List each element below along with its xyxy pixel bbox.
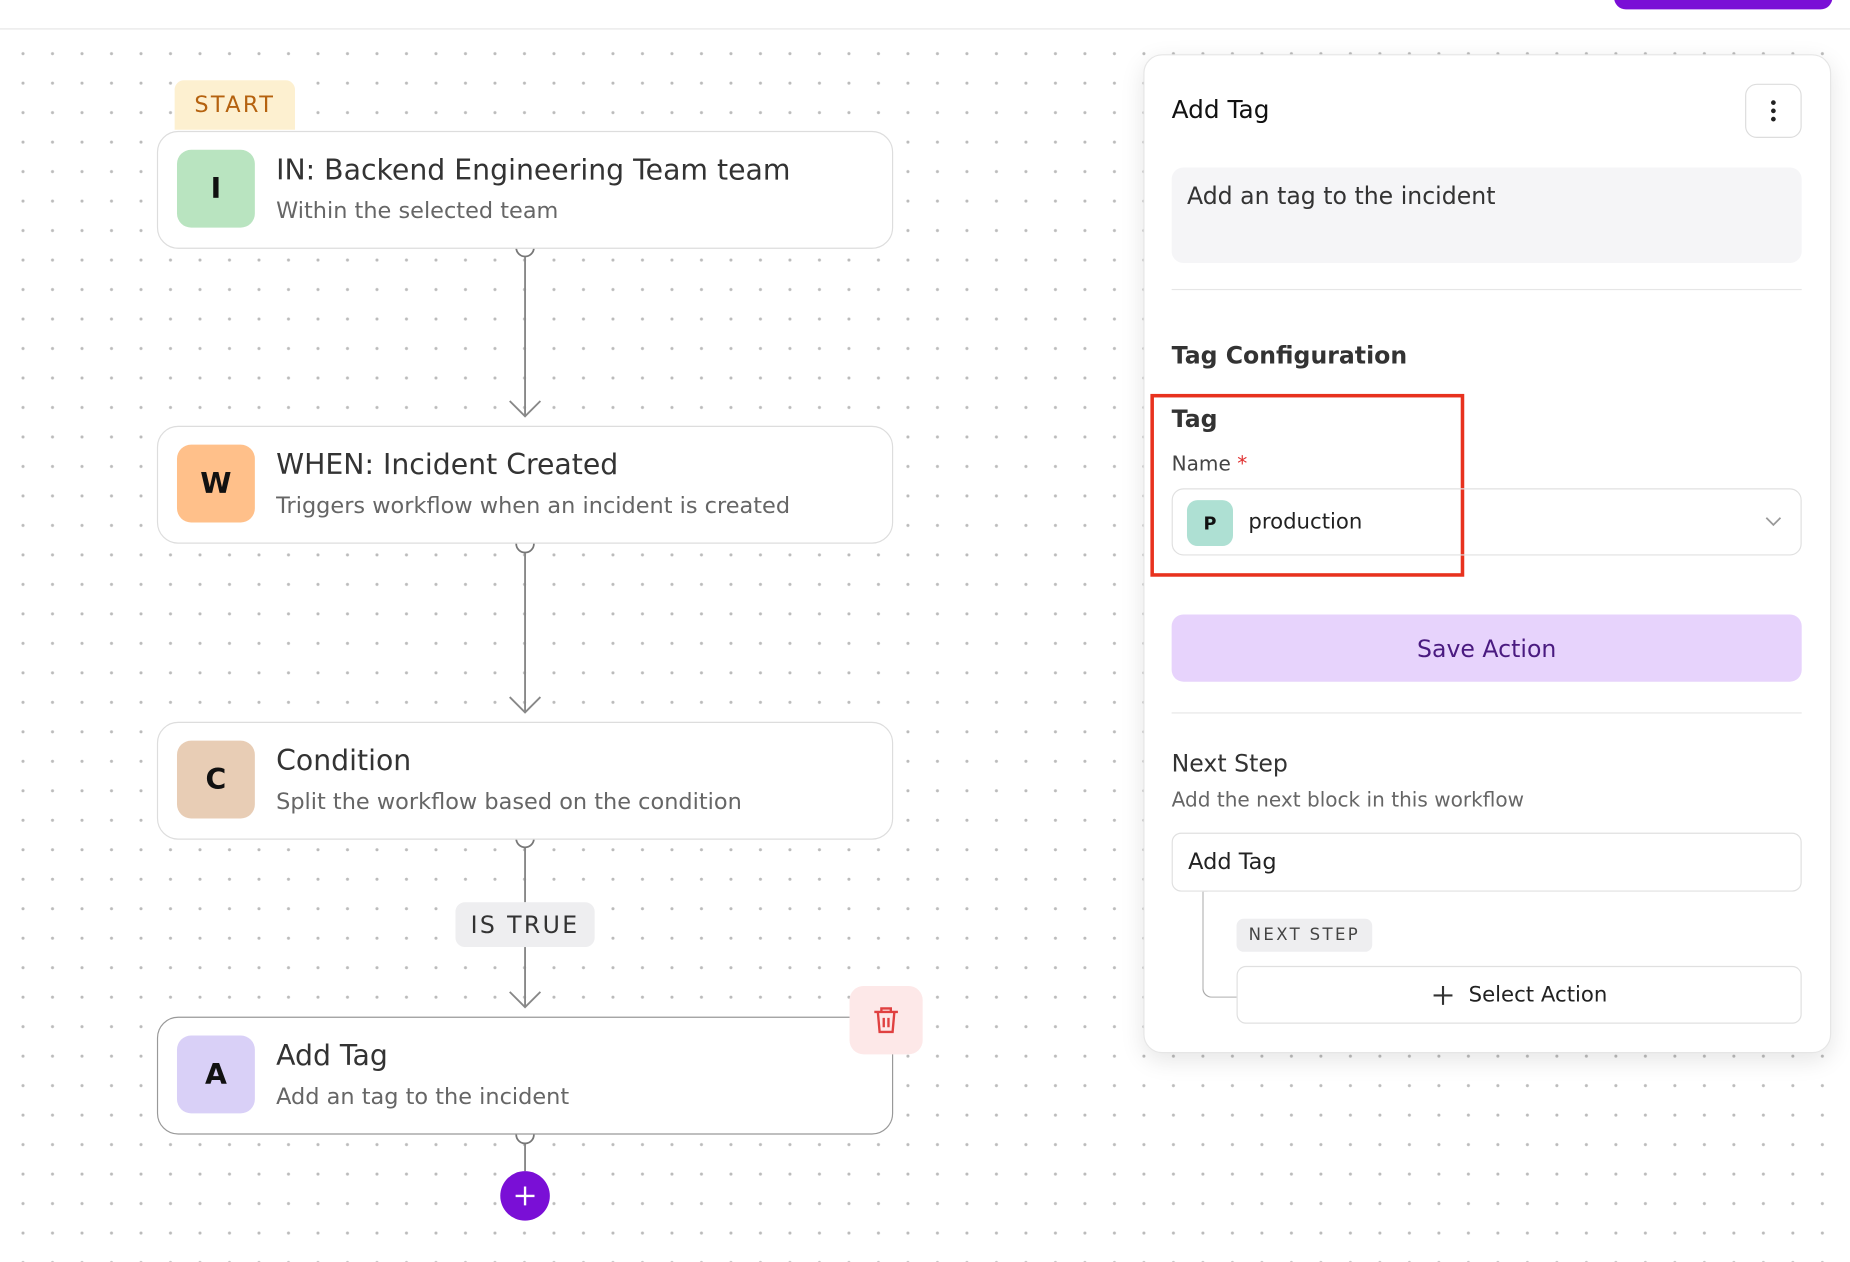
workflow-node[interactable]: W WHEN: Incident Created Triggers workfl… xyxy=(156,425,894,544)
group-label: Tag xyxy=(1171,404,1218,433)
field-label: Name * xyxy=(1172,453,1248,477)
next-step-title: Next Step xyxy=(1171,748,1288,778)
section-title: Tag Configuration xyxy=(1171,340,1408,370)
trash-icon xyxy=(874,1007,898,1034)
node-subtitle: Within the selected team xyxy=(276,198,559,225)
node-icon: C xyxy=(176,740,255,819)
top-button[interactable] xyxy=(1614,0,1833,10)
start-tag: START xyxy=(174,80,295,130)
add-step-button[interactable] xyxy=(500,1171,550,1221)
plus-icon xyxy=(1433,985,1453,1005)
tag-icon: P xyxy=(1186,500,1233,547)
divider xyxy=(1171,712,1802,714)
next-step-badge: NEXT STEP xyxy=(1236,918,1373,952)
node-title: IN: Backend Engineering Team team xyxy=(276,153,791,187)
field-label-text: Name xyxy=(1171,452,1231,477)
workflow-node[interactable]: A Add Tag Add an tag to the incident xyxy=(156,1016,894,1135)
current-step[interactable]: Add Tag xyxy=(1171,832,1802,892)
delete-button[interactable] xyxy=(849,985,923,1055)
next-step-subtitle: Add the next block in this workflow xyxy=(1171,789,1525,813)
select-action-button[interactable]: Select Action xyxy=(1236,965,1802,1024)
panel-title: Add Tag xyxy=(1171,95,1270,124)
node-icon: I xyxy=(176,149,255,228)
node-icon: A xyxy=(176,1035,255,1114)
node-icon: W xyxy=(176,444,255,523)
node-subtitle: Split the workflow based on the conditio… xyxy=(276,789,742,815)
description-text: Add an tag to the incident xyxy=(1186,181,1496,210)
node-subtitle: Add an tag to the incident xyxy=(276,1083,570,1110)
top-border xyxy=(0,28,1850,30)
tag-value: production xyxy=(1248,509,1363,535)
select-action-text: Select Action xyxy=(1468,982,1608,1008)
chevron xyxy=(1765,517,1782,527)
tree-line xyxy=(1202,891,1237,998)
node-title: WHEN: Incident Created xyxy=(276,448,619,482)
branch-label: IS TRUE xyxy=(455,902,595,948)
menu-button[interactable] xyxy=(1745,83,1802,138)
tag-select[interactable]: P production xyxy=(1171,488,1802,556)
workflow-node[interactable]: C Condition Split the workflow based on … xyxy=(156,721,894,840)
node-subtitle: Triggers workflow when an incident is cr… xyxy=(276,492,791,519)
required-mark: * xyxy=(1237,452,1248,477)
kebab-icon xyxy=(1771,100,1776,122)
workflow-node[interactable]: I IN: Backend Engineering Team team With… xyxy=(156,130,894,249)
highlight-box xyxy=(1150,393,1465,577)
current-step-text: Add Tag xyxy=(1188,849,1277,876)
save-button[interactable]: Save Action xyxy=(1171,614,1802,682)
node-title: Condition xyxy=(276,744,412,778)
description-box[interactable]: Add an tag to the incident xyxy=(1171,167,1802,264)
node-title: Add Tag xyxy=(276,1039,388,1073)
divider xyxy=(1171,288,1802,291)
